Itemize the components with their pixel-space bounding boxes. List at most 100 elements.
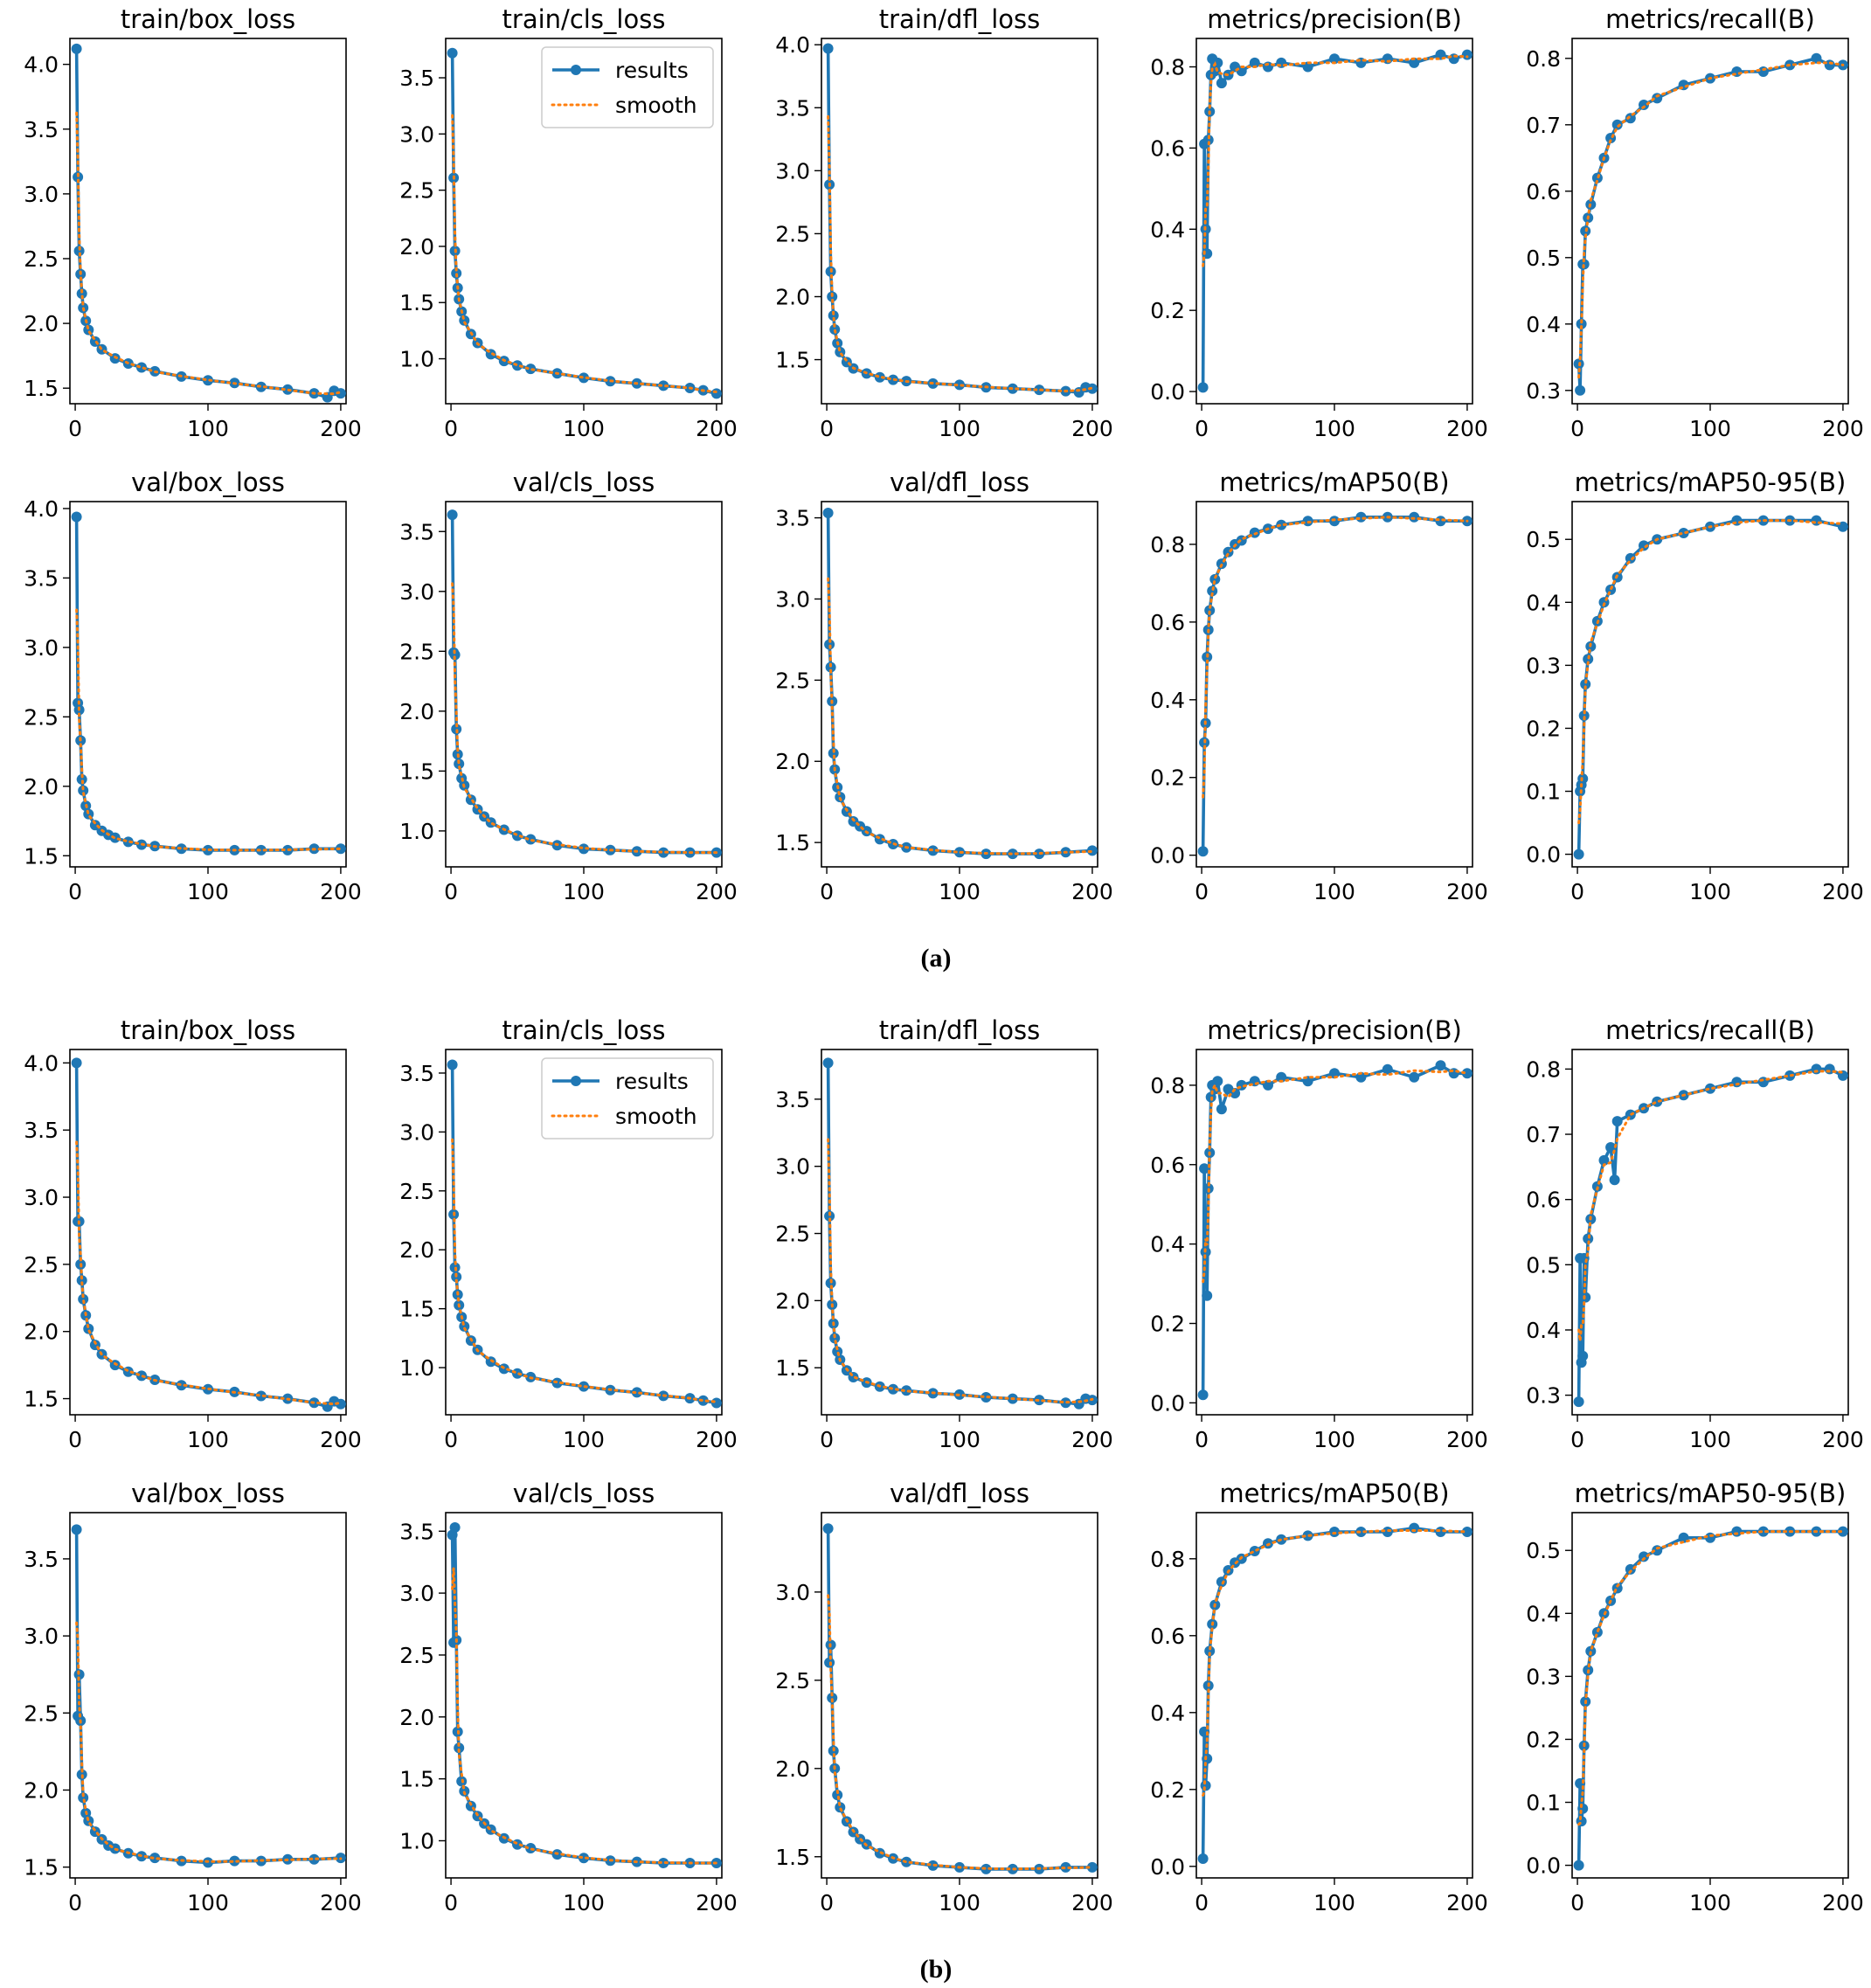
y-tick-label: 1.5 [775, 1355, 810, 1381]
x-tick-label: 100 [939, 416, 981, 441]
smooth-line [75, 608, 343, 852]
results-point [888, 1383, 898, 1395]
subplot-20: metrics/mAP50-95(B) 0 100 200 0.0 0.1 0.2 0.3 0.… [1526, 1479, 1864, 1915]
results-point [1625, 552, 1636, 564]
x-tick-label: 0 [820, 879, 834, 904]
legend: results smooth [541, 1057, 714, 1139]
results-point [1573, 1860, 1584, 1871]
y-tick-label: 0.6 [1150, 610, 1185, 635]
results-point [822, 508, 834, 518]
x-tick-label: 0 [444, 879, 458, 904]
legend-box [541, 1057, 714, 1139]
smooth-line [1202, 1069, 1469, 1284]
subplot-5: metrics/recall(B) 0 100 200 0.3 0.4 0.5 0.6 0.7 0… [1526, 4, 1864, 441]
smooth-line [451, 114, 718, 393]
y-tick-label: 0.0 [1150, 1854, 1185, 1880]
x-tick-label: 100 [1689, 1427, 1731, 1452]
smooth-line [827, 577, 1094, 855]
results-point [1197, 1853, 1209, 1864]
results-point [1639, 100, 1649, 110]
results-point [658, 1858, 669, 1868]
smooth-line [75, 111, 343, 396]
results-point [825, 1278, 836, 1289]
x-tick-label: 100 [1313, 1890, 1355, 1915]
y-tick-label: 0.4 [1150, 1701, 1185, 1726]
results-point [832, 1790, 843, 1801]
y-tick-label: 0.8 [1526, 46, 1561, 72]
results-point [1197, 1389, 1209, 1401]
legend-results-marker [571, 65, 581, 75]
y-tick-label: 0.0 [1150, 379, 1185, 405]
x-tick-label: 100 [1689, 1890, 1731, 1915]
results-line [74, 1063, 342, 1409]
results-point [71, 1057, 82, 1069]
results-point [1448, 1068, 1459, 1079]
y-tick-label: 3.0 [775, 1580, 810, 1605]
x-tick-label: 0 [820, 1427, 834, 1452]
results-point [827, 1693, 838, 1703]
results-point [1329, 53, 1340, 65]
plot-title: val/dfl_loss [890, 468, 1029, 497]
subplot-2: train/cls_loss 0 100 200 1.0 1.5 2.0 2.5 3.0 3.5 r… [399, 4, 738, 441]
plot-title: metrics/precision(B) [1207, 4, 1462, 34]
y-tick-label: 1.0 [399, 819, 434, 844]
y-tick-label: 2.0 [24, 774, 59, 800]
y-tick-label: 0.4 [1150, 1232, 1185, 1257]
legend-entry: results [615, 1069, 689, 1094]
results-point [828, 310, 839, 322]
y-tick-label: 1.5 [399, 1767, 434, 1792]
x-tick-label: 0 [444, 1890, 458, 1915]
plot-title: val/box_loss [131, 1479, 285, 1508]
results-point [447, 1059, 458, 1070]
results-point [1202, 135, 1214, 146]
results-point [1382, 1527, 1393, 1537]
results-line [1201, 52, 1468, 388]
y-tick-label: 1.5 [399, 1297, 434, 1322]
subplot-11: train/box_loss 0 100 200 1.5 2.0 2.5 3.0 3.5 4.0 [24, 1015, 362, 1452]
y-tick-label: 0.2 [1150, 1312, 1185, 1337]
results-point [149, 1853, 161, 1864]
results-point [335, 843, 346, 855]
y-tick-label: 0.2 [1526, 1727, 1561, 1752]
y-tick-label: 0.8 [1150, 55, 1185, 80]
x-tick-label: 200 [1071, 1427, 1113, 1452]
results-point [1216, 78, 1227, 89]
results-point [1757, 66, 1769, 77]
y-tick-label: 1.0 [399, 1355, 434, 1381]
x-tick-label: 100 [939, 1427, 981, 1452]
y-tick-label: 3.5 [24, 565, 59, 591]
smooth-line [1577, 1070, 1845, 1341]
legend-entry: smooth [615, 1104, 697, 1129]
axes-frame [1195, 501, 1473, 868]
x-tick-label: 0 [68, 416, 82, 441]
y-tick-label: 2.0 [24, 1320, 59, 1345]
x-tick-label: 200 [1071, 1890, 1113, 1915]
y-tick-label: 2.0 [399, 699, 434, 724]
results-point [203, 375, 213, 386]
results-point [1448, 53, 1459, 65]
y-tick-label: 3.5 [24, 1118, 59, 1143]
y-tick-label: 0.1 [1526, 1791, 1561, 1816]
smooth-line [1202, 54, 1469, 267]
results-point [136, 362, 147, 373]
y-tick-label: 1.5 [775, 830, 810, 855]
results-point [1605, 1142, 1617, 1153]
results-point [1757, 1526, 1769, 1537]
subplot-4: metrics/precision(B) 0 100 200 0.0 0.2 0.4 0.6 0… [1150, 4, 1488, 441]
y-tick-label: 4.0 [24, 496, 59, 522]
y-tick-label: 3.5 [399, 66, 434, 91]
results-point [255, 381, 267, 392]
results-point [1409, 1522, 1420, 1534]
smooth-line [1577, 1530, 1845, 1826]
results-point [1200, 1780, 1211, 1791]
y-tick-label: 0.6 [1150, 135, 1185, 161]
subplot-9: metrics/mAP50(B) 0 100 200 0.0 0.2 0.4 0.6 0.8 [1150, 468, 1488, 904]
plot-title: val/dfl_loss [890, 1479, 1029, 1508]
caption-a: (a) [920, 944, 952, 973]
subplot-13: train/dfl_loss 0 100 200 1.5 2.0 2.5 3.0 3.5 [775, 1015, 1113, 1452]
x-tick-label: 100 [187, 879, 229, 904]
results-point [1204, 605, 1216, 616]
smooth-line [75, 1140, 343, 1406]
y-tick-label: 3.5 [775, 95, 810, 121]
